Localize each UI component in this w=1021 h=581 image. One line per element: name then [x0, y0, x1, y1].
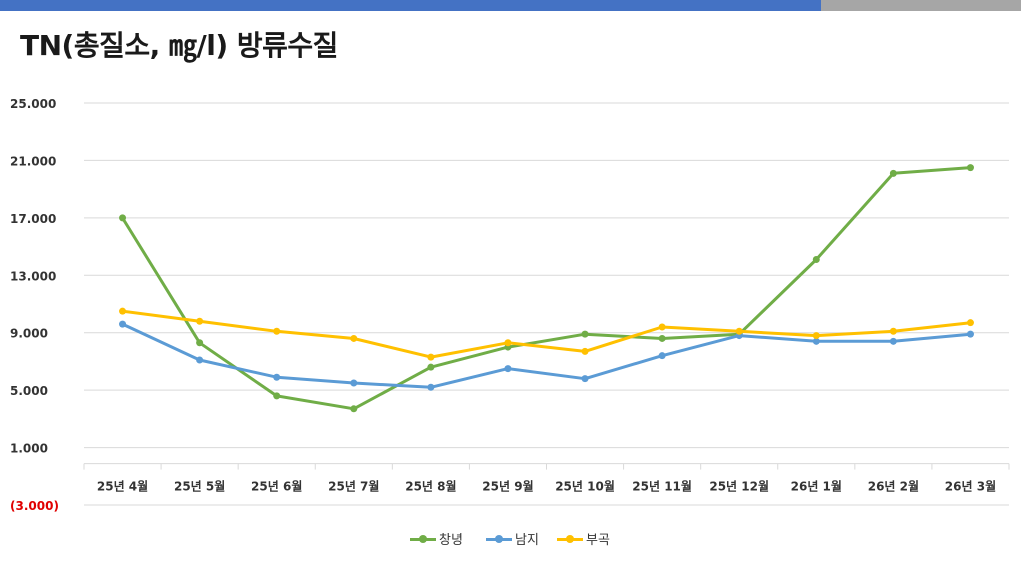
data-point — [350, 334, 358, 342]
x-tick-label: 25년 9월 — [482, 479, 533, 494]
y-tick-label: 17.000 — [10, 212, 56, 226]
y-tick-label: 1.000 — [10, 442, 48, 456]
legend-label-namji: 남지 — [515, 533, 539, 548]
header-secondary-bar — [821, 0, 1021, 11]
x-axis-ticks: 25년 4월 25년 5월 25년 6월 25년 7월 25년 8월 25년 9월 25년 … — [83, 463, 1010, 494]
series-line-1 — [121, 322, 971, 389]
page-title: TN(총질소, ㎎/l) 방류수질 — [20, 29, 338, 62]
data-point — [427, 363, 435, 371]
data-point — [581, 347, 589, 355]
legend-label-bugok: 부곡 — [586, 533, 610, 548]
x-tick-label: 25년 7월 — [328, 479, 379, 494]
data-point — [812, 255, 820, 263]
series-line-0 — [121, 166, 971, 411]
y-tick-label: (3.000) — [10, 499, 59, 513]
x-tick-label: 26년 2월 — [868, 479, 919, 494]
data-point — [273, 327, 281, 335]
data-point — [658, 334, 666, 342]
data-point — [427, 353, 435, 361]
y-tick-label: 13.000 — [10, 269, 56, 283]
x-tick-label: 25년 8월 — [405, 479, 456, 494]
header-accent-bar — [0, 0, 821, 11]
legend-item-changnyeong: 창녕 — [410, 529, 463, 548]
y-tick-label: 25.000 — [10, 97, 56, 111]
legend-swatch-bugok — [557, 533, 583, 545]
data-point — [504, 339, 512, 347]
data-point — [889, 337, 897, 345]
series-line-2 — [122, 309, 971, 359]
y-tick-label: 5.000 — [10, 384, 48, 398]
y-tick-label: 21.000 — [10, 154, 56, 168]
data-point — [735, 327, 743, 335]
data-point — [196, 317, 204, 325]
x-tick-label: 25년 12월 — [709, 479, 769, 494]
gridlines — [84, 102, 1009, 506]
data-point — [119, 320, 127, 328]
y-tick-label: 9.000 — [10, 327, 48, 341]
data-point — [889, 327, 897, 335]
data-point — [812, 337, 820, 345]
x-tick-label: 25년 10월 — [555, 479, 615, 494]
data-point — [504, 365, 512, 373]
legend-swatch-namji — [486, 533, 512, 545]
data-point — [273, 392, 281, 400]
data-point — [196, 339, 204, 347]
y-axis-ticks: 25.000 21.000 17.000 13.000 9.000 5.000 1.000 (… — [10, 97, 59, 513]
data-point — [966, 330, 974, 338]
data-point — [581, 330, 589, 338]
x-tick-label: 25년 5월 — [174, 479, 225, 494]
data-point — [966, 164, 974, 172]
legend-swatch-changnyeong — [410, 533, 436, 545]
data-point — [273, 373, 281, 381]
legend-item-bugok: 부곡 — [557, 529, 610, 548]
data-point — [119, 214, 127, 222]
x-tick-label: 26년 3월 — [945, 479, 996, 494]
x-tick-label: 25년 6월 — [251, 479, 302, 494]
data-point — [658, 352, 666, 360]
legend-label-changnyeong: 창녕 — [439, 533, 463, 548]
data-point — [350, 379, 358, 387]
data-point — [658, 323, 666, 331]
data-point — [350, 405, 358, 413]
data-point — [119, 307, 127, 315]
x-tick-label: 26년 1월 — [791, 479, 842, 494]
data-point — [966, 319, 974, 327]
x-tick-label: 25년 11월 — [632, 479, 692, 494]
chart-legend: 창녕 남지 부곡 — [0, 529, 1021, 549]
x-tick-label: 25년 4월 — [97, 479, 148, 494]
data-point — [889, 169, 897, 177]
data-point — [427, 383, 435, 391]
legend-item-namji: 남지 — [486, 529, 539, 548]
data-point — [581, 375, 589, 383]
data-point — [812, 332, 820, 340]
data-point — [196, 356, 204, 364]
series-lines — [119, 164, 974, 413]
